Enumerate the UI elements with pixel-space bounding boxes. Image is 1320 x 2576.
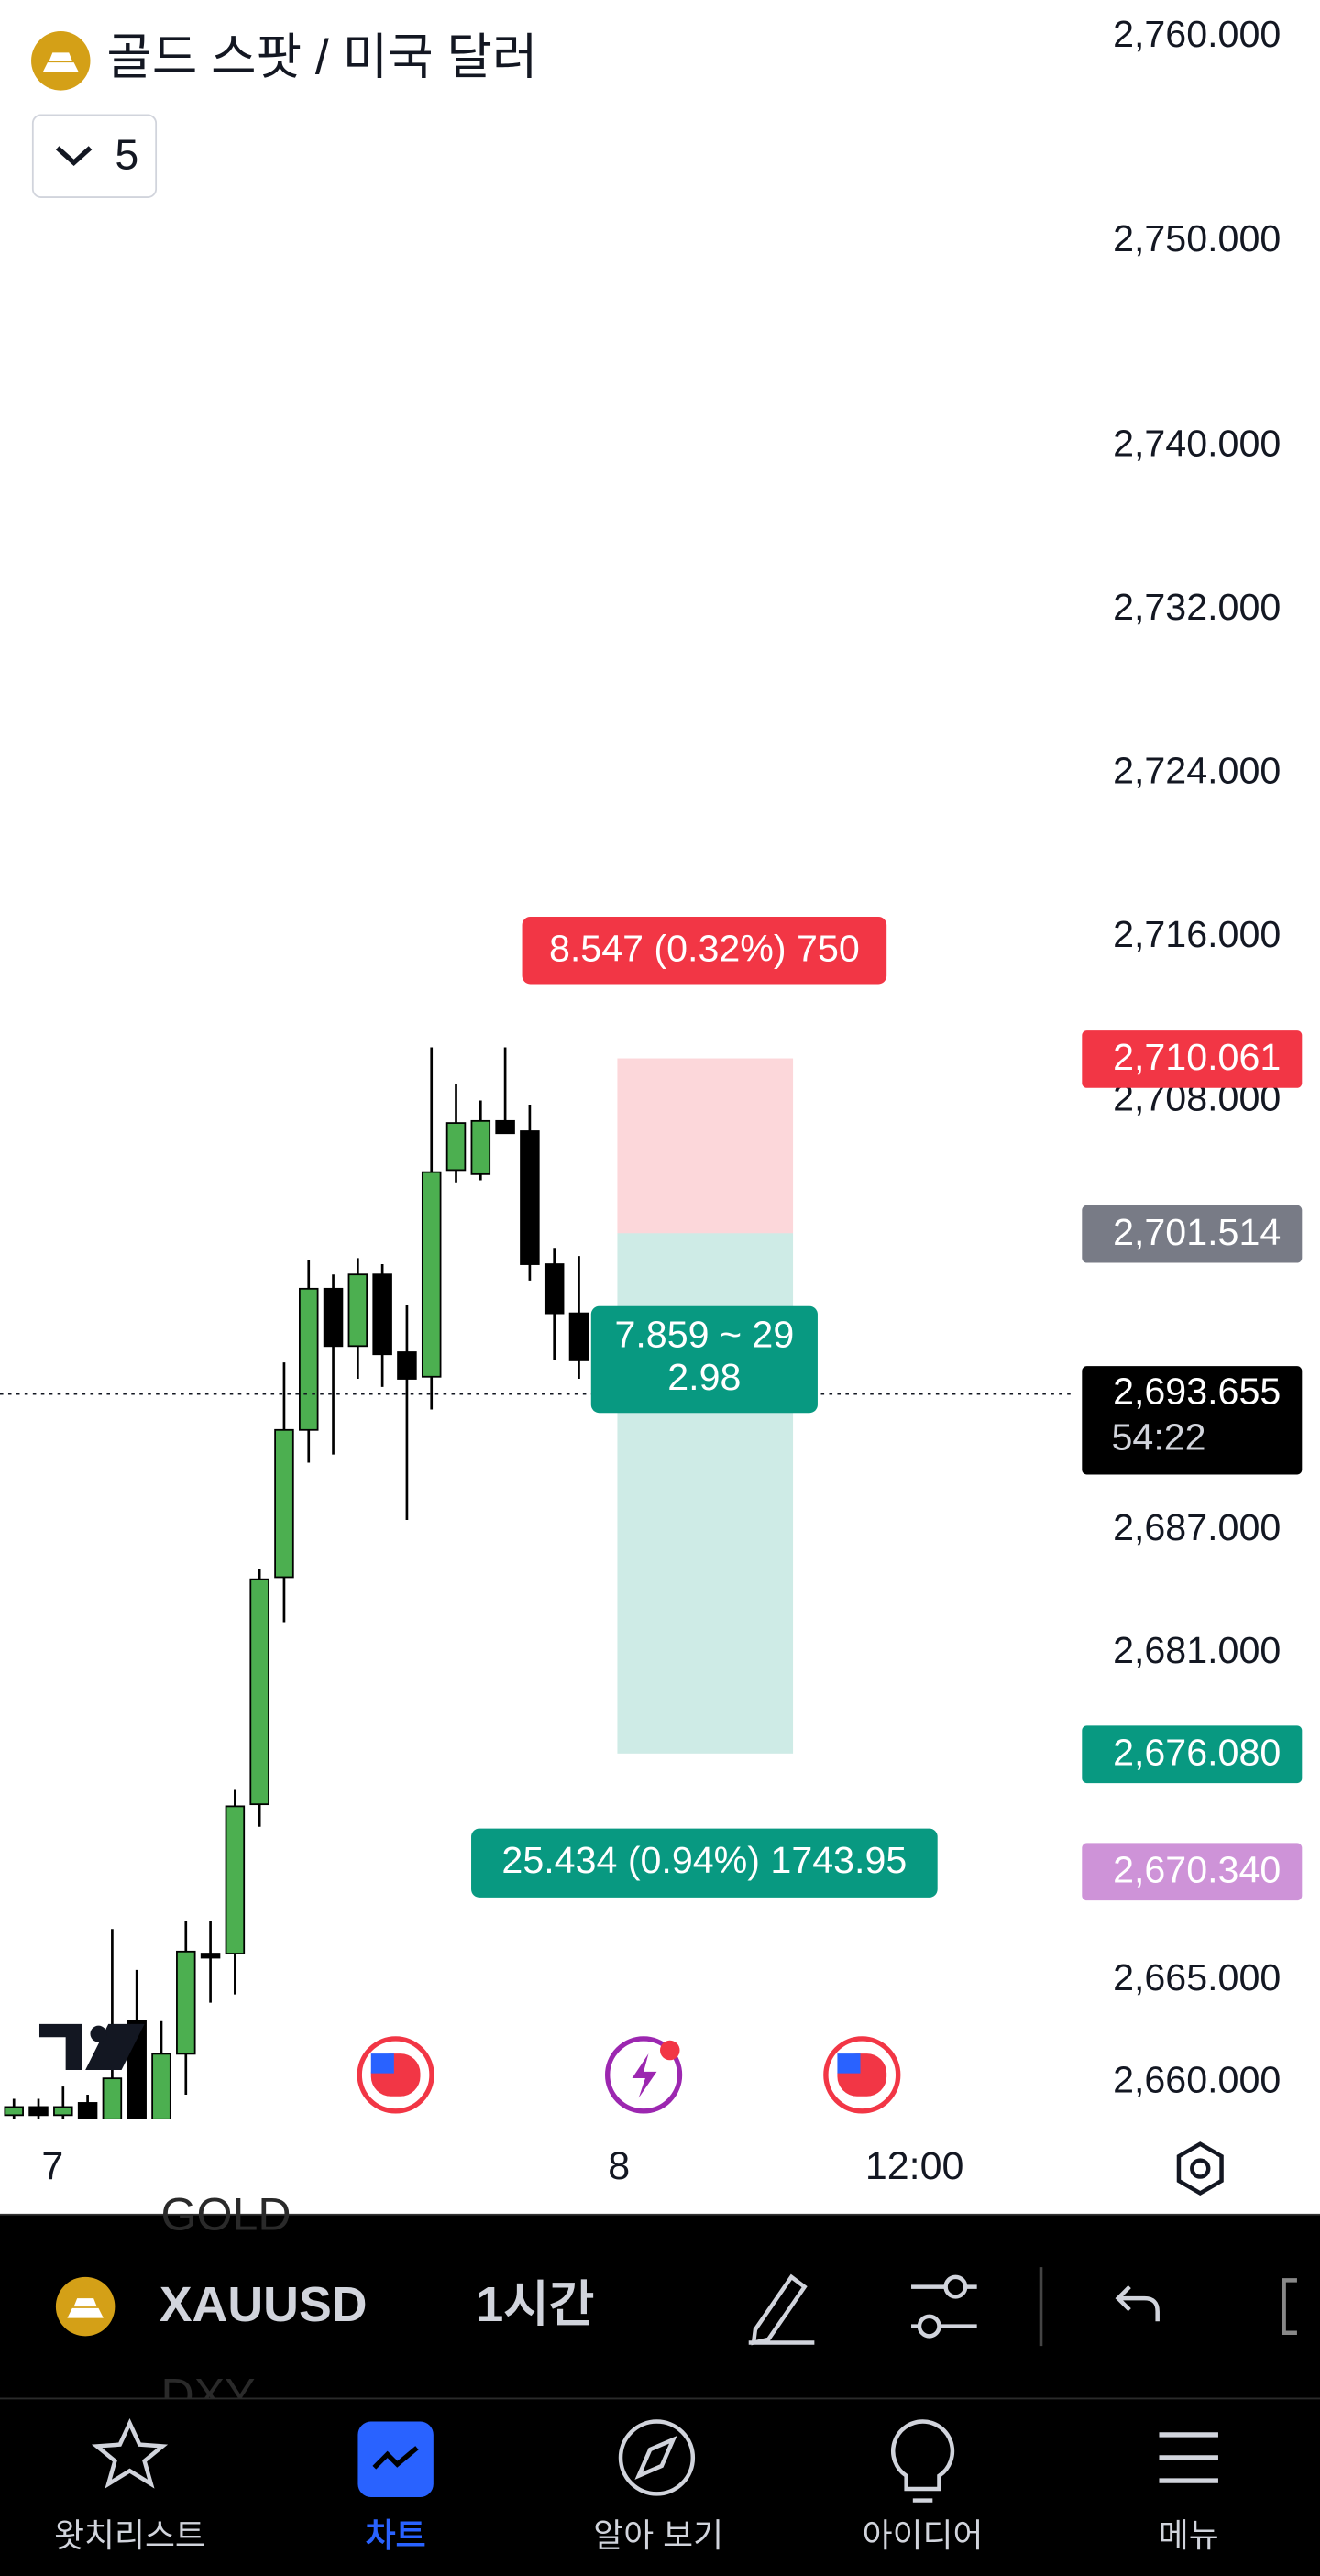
candle-body <box>470 1119 491 1175</box>
x-tick-label: 7 <box>41 2144 63 2188</box>
candle-body <box>53 2106 73 2117</box>
nav-label[interactable]: 알아 보기 <box>593 2517 723 2554</box>
compass-needle <box>634 2435 677 2480</box>
candle-body <box>520 1130 540 1265</box>
candle-body <box>347 1273 368 1348</box>
candle-body <box>323 1287 344 1348</box>
y-tick-label: 2,681.000 <box>1113 1629 1281 1671</box>
last-price-badge <box>1082 1366 1303 1475</box>
watchlist-icon[interactable] <box>91 2417 169 2489</box>
countdown: 54:22 <box>1112 1416 1206 1459</box>
candle-body <box>225 1805 246 1954</box>
nav-label[interactable]: 차트 <box>366 2517 426 2554</box>
price-badge-label: 2,701.514 <box>1113 1211 1281 1253</box>
y-tick-label: 2,750.000 <box>1113 217 1281 259</box>
stats-label-bg <box>590 1305 818 1414</box>
explore-icon[interactable] <box>618 2419 696 2496</box>
candle-body <box>397 1351 417 1380</box>
candle-body <box>421 1171 442 1378</box>
candle-body <box>544 1263 565 1315</box>
symbol-title: 골드 스팟 / 미국 달러 <box>106 30 537 85</box>
tv-logo-dot <box>90 2025 107 2042</box>
candle-body <box>200 1953 221 1959</box>
candle-body <box>151 2053 171 2119</box>
indicator-toggle[interactable] <box>31 114 158 198</box>
y-tick-label: 2,732.000 <box>1113 586 1281 628</box>
candle-body <box>249 1578 270 1806</box>
candle-body <box>274 1428 294 1579</box>
nav-label[interactable]: 왓치리스트 <box>54 2517 205 2554</box>
stats-label: 2.98 <box>667 1356 741 1398</box>
x-tick-label: 8 <box>608 2144 630 2188</box>
y-tick-label: 2,687.000 <box>1113 1506 1281 1548</box>
candle-body <box>77 2102 98 2119</box>
y-tick-label: 2,760.000 <box>1113 13 1281 55</box>
candle-body <box>446 1122 467 1172</box>
price-badge <box>1082 1030 1303 1088</box>
event-earnings[interactable] <box>605 2036 683 2114</box>
price-badge <box>1082 1843 1303 1901</box>
nav-label[interactable]: 아이디어 <box>863 2517 984 2554</box>
interval[interactable]: 1시간 <box>476 2277 594 2332</box>
candle-body <box>299 1287 319 1431</box>
nav-labels: 왓치리스트 차트 알아 보기 아이디어 메뉴 <box>54 2517 1219 2554</box>
upper-label-bg <box>522 916 887 985</box>
chevron <box>55 146 93 167</box>
settings-icon[interactable] <box>1176 2141 1224 2196</box>
menu-icon[interactable] <box>1159 2432 1218 2483</box>
slider-knob <box>943 2274 968 2299</box>
y-tick-label: 2,724.000 <box>1113 749 1281 791</box>
candle-body <box>4 2106 24 2117</box>
candle-body <box>176 1950 196 2055</box>
ideas-icon[interactable] <box>891 2419 955 2503</box>
price-badge <box>1082 1725 1303 1784</box>
stats-label: 7.859 ~ 29 <box>614 1314 794 1356</box>
chart-icon-line <box>372 2446 419 2470</box>
x-tick-label: 12:00 <box>865 2144 964 2188</box>
position-stop-zone <box>617 1058 794 1234</box>
lower-label: 25.434 (0.94%) 1743.95 <box>501 1839 907 1881</box>
undo-icon[interactable] <box>1115 2285 1160 2322</box>
y-tick-label: 2,740.000 <box>1113 422 1281 464</box>
last-price-label: 2,693.655 <box>1113 1371 1281 1413</box>
slider-knob <box>917 2314 941 2339</box>
price-badge-label: 2,710.061 <box>1113 1036 1281 1078</box>
y-tick-label: 2,665.000 <box>1113 1956 1281 1998</box>
y-tick-label: 2,660.000 <box>1113 2059 1281 2101</box>
upper-label: 8.547 (0.32%) 750 <box>549 928 860 970</box>
candle-body <box>28 2106 49 2117</box>
gold-bars <box>42 52 79 72</box>
toolbar <box>0 2214 1320 2399</box>
indicator-count: 5 <box>115 130 138 178</box>
y-tick-label: 2,716.000 <box>1113 913 1281 955</box>
lower-label-bg <box>471 1828 938 1898</box>
event-us[interactable] <box>357 2036 434 2114</box>
candle-body <box>568 1312 589 1361</box>
event-us[interactable] <box>823 2036 901 2114</box>
price-badge <box>1082 1205 1303 1263</box>
hint-symbol: GOLD <box>161 2189 292 2240</box>
nav-label[interactable]: 메뉴 <box>1159 2517 1219 2554</box>
price-badge-label: 2,676.080 <box>1113 1731 1281 1773</box>
gold-bars <box>67 2298 104 2318</box>
settings-icon-dot <box>1190 2158 1211 2179</box>
candle-body <box>102 2077 123 2119</box>
symbol[interactable]: XAUUSD <box>160 2277 368 2332</box>
candle-body <box>495 1119 515 1135</box>
more-icon[interactable] <box>1282 2278 1297 2336</box>
candle-body <box>372 1273 392 1356</box>
price-badge-label: 2,670.340 <box>1113 1849 1281 1891</box>
draw-icon[interactable] <box>748 2273 815 2346</box>
bottom-nav <box>0 2398 1320 2576</box>
